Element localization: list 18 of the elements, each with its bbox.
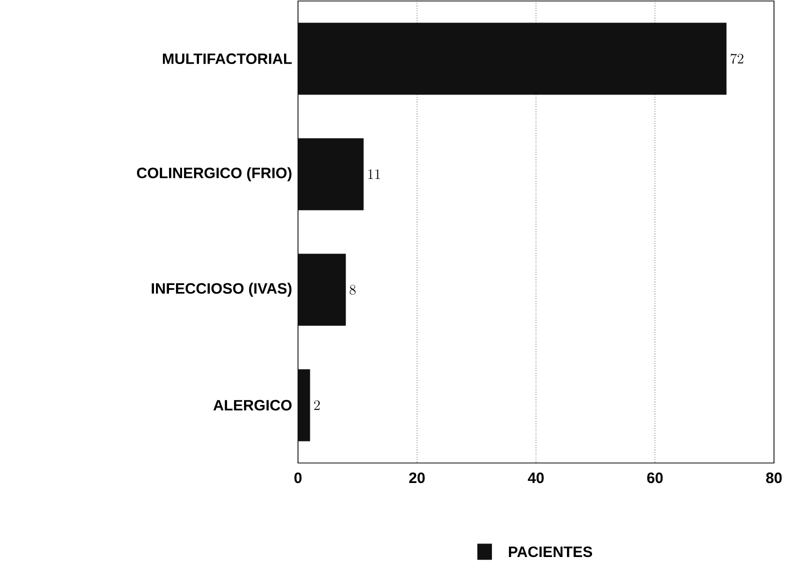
data-label: 8 (350, 284, 356, 295)
x-tick-label: 20 (409, 472, 425, 484)
bar (298, 22, 727, 95)
x-tick-label: 40 (528, 472, 544, 484)
bar (298, 254, 346, 326)
data-label: 2 (314, 400, 320, 410)
y-tick-label: ALERGICO (213, 400, 292, 411)
legend-label: PACIENTES (508, 546, 592, 558)
y-tick-label: COLINERGICO (FRIO) (136, 167, 292, 182)
data-label: 11 (368, 169, 380, 179)
bar (298, 369, 310, 442)
y-tick-label: INFECCIOSO (IVAS) (152, 282, 292, 297)
y-tick-label: MULTIFACTORIAL (162, 53, 292, 64)
x-tick-label: 80 (766, 472, 782, 484)
bar (298, 138, 364, 210)
x-tick-label: 0 (294, 472, 302, 484)
x-tick-label: 60 (647, 472, 663, 484)
data-label: 72 (730, 54, 744, 64)
